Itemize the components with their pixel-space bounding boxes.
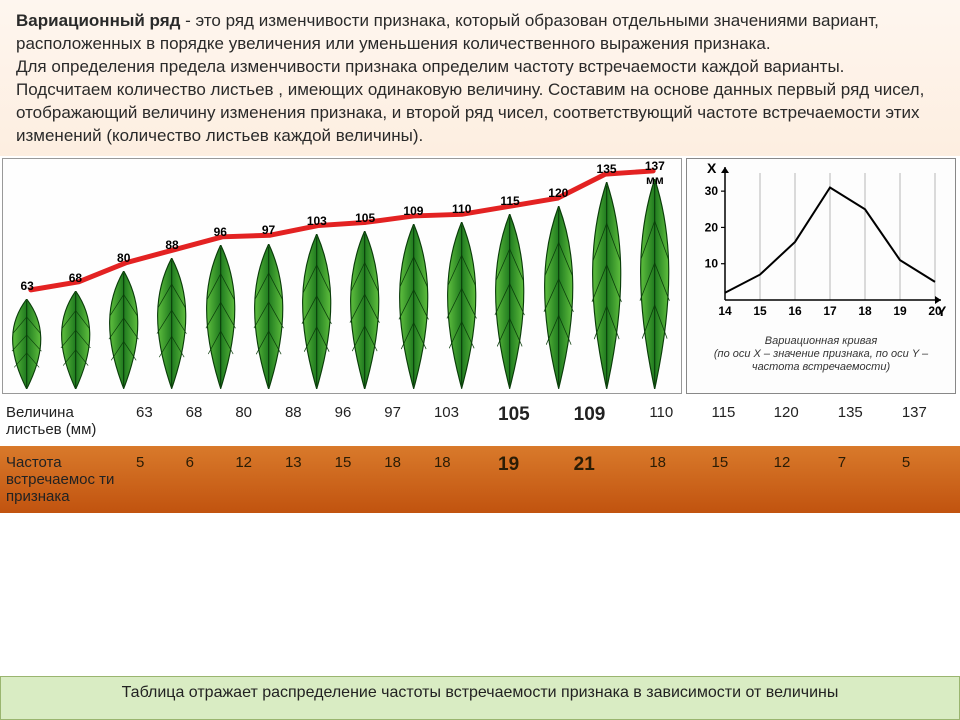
- figure-row: 63 68: [0, 156, 960, 396]
- size-cell: 63: [130, 396, 180, 446]
- leaf: [536, 206, 581, 388]
- svg-text:14: 14: [718, 304, 732, 318]
- freq-cell: 15: [705, 446, 767, 513]
- leaf-value-label: 110: [452, 202, 471, 216]
- curve-title: Вариационная кривая: [765, 335, 877, 347]
- size-cell: 96: [329, 396, 379, 446]
- size-cell: 88: [279, 396, 329, 446]
- row-label-freqs: Частота встречаемос ти признака: [0, 446, 130, 513]
- leaf: [632, 179, 677, 389]
- leaf: [53, 291, 98, 389]
- leaf: [487, 214, 532, 388]
- freq-cell: 18: [428, 446, 492, 513]
- size-cell: 135: [832, 396, 896, 446]
- svg-text:18: 18: [858, 304, 872, 318]
- leaf: [584, 182, 629, 389]
- curve-subcaption: (по оси X – значение признака, по оси Y …: [714, 348, 928, 373]
- size-cell: 109: [568, 396, 644, 446]
- leaves-panel: 63 68: [2, 158, 682, 394]
- freq-cell: 13: [279, 446, 329, 513]
- freq-cell: 18: [643, 446, 705, 513]
- leaf: [149, 258, 194, 389]
- size-cell: 103: [428, 396, 492, 446]
- freq-cell: 18: [378, 446, 428, 513]
- size-cell: 110: [643, 396, 705, 446]
- svg-text:X: X: [707, 163, 717, 176]
- leaf-value-label: 115: [500, 194, 519, 208]
- svg-text:Y: Y: [937, 303, 947, 319]
- freq-cell: 19: [492, 446, 568, 513]
- leaf: [439, 222, 484, 388]
- svg-text:15: 15: [753, 304, 767, 318]
- row-label-sizes: Величина листьев (мм): [0, 396, 130, 446]
- size-cell: 97: [378, 396, 428, 446]
- explanation-paragraph: Для определения предела изменчивости при…: [16, 56, 944, 148]
- size-cell: 120: [768, 396, 832, 446]
- data-table: Величина листьев (мм) 636880889697103105…: [0, 396, 960, 513]
- leaf: [246, 244, 291, 389]
- size-cell: 137: [896, 396, 960, 446]
- svg-text:10: 10: [705, 256, 719, 270]
- leaf-value-label: 68: [69, 271, 82, 285]
- leaf: [4, 299, 49, 389]
- size-cell: 80: [229, 396, 279, 446]
- size-cell: 105: [492, 396, 568, 446]
- table-row-sizes: Величина листьев (мм) 636880889697103105…: [0, 396, 960, 446]
- svg-text:19: 19: [893, 304, 907, 318]
- freq-cell: 12: [768, 446, 832, 513]
- footer-caption: Таблица отражает распределение частоты в…: [0, 676, 960, 720]
- definition-paragraph: Вариационный ряд - это ряд изменчивости …: [16, 10, 944, 56]
- leaf-value-label: 88: [165, 238, 178, 252]
- variation-curve-panel: 10203014151617181920XY Вариационная крив…: [686, 158, 956, 394]
- definition-block: Вариационный ряд - это ряд изменчивости …: [0, 0, 960, 156]
- leaf-value-label: 97: [262, 223, 275, 237]
- size-cell: 115: [705, 396, 767, 446]
- freq-cell: 21: [568, 446, 644, 513]
- freq-cell: 15: [329, 446, 379, 513]
- variation-curve-chart: 10203014151617181920XY: [691, 163, 951, 328]
- leaf-value-label: 135: [597, 162, 617, 176]
- freq-cell: 5: [130, 446, 180, 513]
- table-row-freqs: Частота встречаемос ти признака 56121315…: [0, 446, 960, 513]
- svg-text:17: 17: [823, 304, 837, 318]
- svg-text:30: 30: [705, 184, 719, 198]
- leaf: [101, 271, 146, 389]
- leaf-value-label: 137 мм: [642, 159, 668, 187]
- leaf-value-label: 103: [307, 214, 327, 228]
- leaf: [342, 231, 387, 389]
- leaf-value-label: 120: [548, 186, 568, 200]
- leaf-value-label: 109: [403, 204, 423, 218]
- freq-cell: 6: [180, 446, 230, 513]
- size-cell: 68: [180, 396, 230, 446]
- leaf-value-label: 63: [20, 279, 33, 293]
- leaf-value-label: 105: [355, 211, 375, 225]
- leaf-value-label: 96: [214, 225, 227, 239]
- svg-text:20: 20: [705, 220, 719, 234]
- svg-text:16: 16: [788, 304, 802, 318]
- freq-cell: 12: [229, 446, 279, 513]
- term: Вариационный ряд: [16, 11, 180, 30]
- leaf-value-label: 80: [117, 251, 130, 265]
- freq-cell: 7: [832, 446, 896, 513]
- leaf: [198, 245, 243, 389]
- curve-caption: Вариационная кривая (по оси X – значение…: [691, 333, 951, 377]
- freq-cell: 5: [896, 446, 960, 513]
- leaf: [391, 224, 436, 389]
- leaf: [294, 234, 339, 389]
